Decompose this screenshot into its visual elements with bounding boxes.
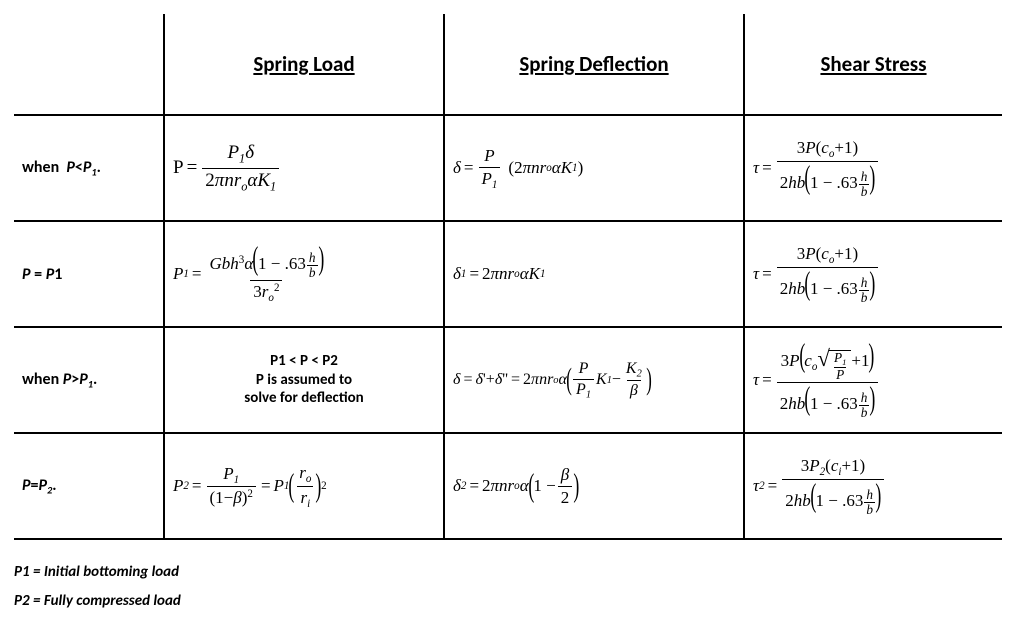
row-label: P = P1 <box>14 221 164 327</box>
note-p2: P2 = Fully compressed load <box>14 587 1002 616</box>
header-deflection: Spring Deflection <box>444 14 744 115</box>
note-p1: P1 = Initial bottoming load <box>14 558 1002 587</box>
shear-cell: τ=3P(co+1)2hb(1 − .63hb) <box>744 221 1002 327</box>
load-cell: P2=P1(1−β)2=P1(rori)2 <box>164 433 444 539</box>
shear-cell: τ2=3P2(ci+1)2hb(1 − .63hb) <box>744 433 1002 539</box>
deflection-cell: δ=δ'+δ''=2πnroα(PP1K1 − K2β) <box>444 327 744 433</box>
header-shear: Shear Stress <box>744 14 1002 115</box>
deflection-cell: δ=PP1(2 πnroαK1) <box>444 115 744 221</box>
deflection-cell: δ2=2πnroα(1 − β2) <box>444 433 744 539</box>
table-row: when P>P1. P1 < P < P2P is assumed tosol… <box>14 327 1002 433</box>
spring-formula-table: Spring Load Spring Deflection Shear Stre… <box>14 14 1002 540</box>
header-load: Spring Load <box>164 14 444 115</box>
load-cell: P1 < P < P2P is assumed tosolve for defl… <box>164 327 444 433</box>
row-label: P=P2. <box>14 433 164 539</box>
shear-cell: τ=3P(co√P1P+1)2hb(1 − .63hb) <box>744 327 1002 433</box>
header-blank <box>14 14 164 115</box>
table-row: P=P2. P2=P1(1−β)2=P1(rori)2 δ2=2πnroα(1 … <box>14 433 1002 539</box>
load-cell: P = P1δ2πnroαK1 <box>164 115 444 221</box>
row-label: when P>P1. <box>14 327 164 433</box>
table-row: when P<P1. P = P1δ2πnroαK1 δ=PP1(2 πnroα… <box>14 115 1002 221</box>
shear-cell: τ=3P(co+1)2hb(1 − .63hb) <box>744 115 1002 221</box>
footnotes: P1 = Initial bottoming load P2 = Fully c… <box>14 558 1002 615</box>
load-cell: P1=Gbh3α(1 − .63hb)3ro2 <box>164 221 444 327</box>
row-label: when P<P1. <box>14 115 164 221</box>
table-row: P = P1 P1=Gbh3α(1 − .63hb)3ro2 δ1=2πnroα… <box>14 221 1002 327</box>
deflection-cell: δ1=2πnroαK1 <box>444 221 744 327</box>
table-header-row: Spring Load Spring Deflection Shear Stre… <box>14 14 1002 115</box>
